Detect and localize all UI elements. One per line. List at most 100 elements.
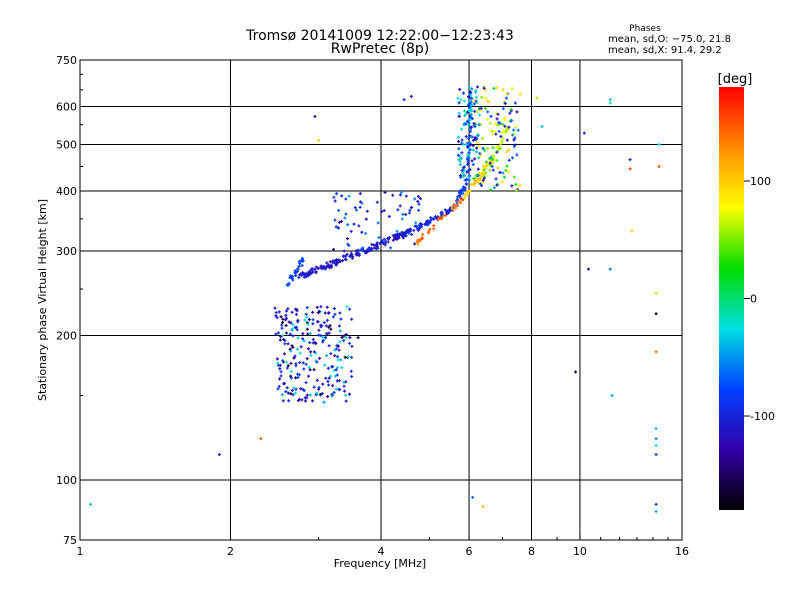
data-point — [332, 195, 336, 199]
data-point — [348, 341, 352, 345]
data-point — [507, 158, 511, 162]
data-point — [336, 258, 340, 262]
data-point — [508, 111, 512, 115]
data-point — [400, 217, 404, 221]
data-point — [398, 193, 402, 197]
data-point — [428, 227, 432, 231]
data-point — [403, 231, 407, 235]
data-point — [284, 390, 288, 394]
data-point — [352, 222, 356, 226]
data-point — [349, 369, 353, 373]
data-point — [412, 228, 416, 232]
data-point — [472, 177, 476, 181]
colorbar-tick-label: 100 — [750, 175, 771, 188]
data-point — [286, 307, 290, 311]
data-point — [284, 360, 288, 364]
data-point — [466, 95, 470, 99]
y-tick-label: 600 — [56, 101, 77, 114]
data-point — [309, 350, 313, 354]
data-point — [495, 159, 499, 163]
y-tick-label: 750 — [56, 54, 77, 67]
data-point — [507, 125, 511, 129]
data-point — [294, 376, 298, 380]
data-point — [478, 152, 482, 156]
data-point — [462, 91, 466, 95]
data-point — [486, 100, 490, 104]
data-point — [465, 182, 468, 186]
phase-stats-o: mean, sd,O: −75.0, 21.8 — [608, 34, 731, 45]
data-point — [284, 331, 288, 335]
data-point — [284, 318, 288, 322]
data-point — [495, 117, 499, 121]
data-point — [492, 86, 496, 90]
data-point — [337, 220, 341, 224]
data-point — [474, 90, 478, 94]
data-point — [462, 109, 466, 113]
data-point — [470, 159, 474, 163]
data-point — [280, 393, 284, 397]
data-point — [459, 196, 463, 200]
data-point — [496, 123, 500, 127]
data-point — [389, 246, 393, 250]
data-point — [350, 374, 354, 378]
data-point — [305, 274, 309, 278]
data-point — [314, 351, 318, 355]
data-point — [292, 356, 296, 360]
data-point — [475, 150, 479, 154]
chart-subtitle: RwPretec (8p) — [331, 41, 429, 57]
data-point — [484, 164, 488, 168]
data-point — [357, 224, 361, 228]
data-point — [296, 318, 300, 322]
data-point — [413, 224, 417, 228]
data-point — [452, 203, 456, 207]
data-point — [401, 236, 405, 240]
data-point — [291, 278, 295, 282]
data-point — [493, 122, 497, 126]
data-point — [317, 387, 321, 391]
data-point — [416, 199, 420, 203]
data-point — [497, 129, 501, 133]
data-point — [288, 332, 292, 336]
data-point — [342, 249, 346, 253]
data-point — [456, 204, 460, 208]
data-point — [391, 238, 395, 242]
data-point — [308, 368, 312, 372]
data-point — [297, 275, 301, 279]
data-point — [346, 355, 350, 359]
data-point — [510, 184, 514, 188]
data-point — [305, 357, 309, 361]
data-point — [466, 160, 470, 164]
data-point — [476, 132, 480, 136]
data-point — [404, 194, 408, 198]
data-point — [326, 263, 330, 267]
data-point — [312, 385, 316, 389]
data-point — [298, 262, 302, 266]
data-point — [289, 369, 293, 373]
data-point — [337, 324, 341, 328]
data-point — [315, 305, 319, 309]
data-point — [305, 393, 309, 397]
data-point — [327, 325, 331, 329]
data-point — [325, 265, 329, 269]
data-point — [323, 311, 327, 315]
data-point — [419, 197, 423, 201]
data-point — [328, 260, 332, 264]
data-point — [474, 99, 478, 103]
data-point — [485, 117, 489, 121]
data-point — [416, 227, 420, 231]
data-point — [458, 159, 462, 163]
data-point — [462, 174, 466, 178]
data-point — [348, 392, 352, 396]
data-point — [337, 226, 341, 230]
data-point — [465, 170, 469, 174]
data-point — [348, 335, 352, 339]
data-point — [288, 347, 292, 351]
data-point — [474, 177, 478, 181]
data-point — [358, 205, 362, 209]
data-point — [291, 345, 295, 349]
data-point — [445, 209, 449, 213]
data-point — [510, 87, 514, 91]
data-point — [387, 214, 391, 218]
data-point — [494, 177, 498, 181]
data-point — [325, 305, 329, 309]
